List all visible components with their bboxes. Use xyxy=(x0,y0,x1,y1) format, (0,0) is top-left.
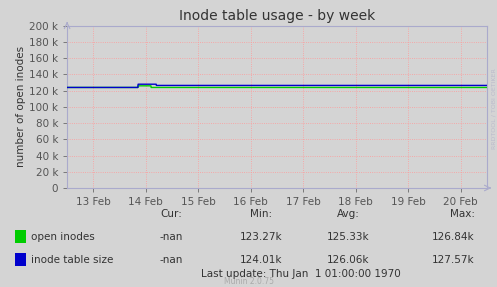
Text: Max:: Max: xyxy=(450,209,475,219)
Text: 123.27k: 123.27k xyxy=(240,232,282,242)
Text: 126.06k: 126.06k xyxy=(327,255,369,265)
Text: 127.57k: 127.57k xyxy=(432,255,475,265)
Text: inode table size: inode table size xyxy=(31,255,113,265)
Text: Cur:: Cur: xyxy=(161,209,182,219)
Text: -nan: -nan xyxy=(160,255,183,265)
Text: Avg:: Avg: xyxy=(336,209,359,219)
Text: -nan: -nan xyxy=(160,232,183,242)
Text: 124.01k: 124.01k xyxy=(240,255,282,265)
Text: 126.84k: 126.84k xyxy=(432,232,475,242)
Text: Last update: Thu Jan  1 01:00:00 1970: Last update: Thu Jan 1 01:00:00 1970 xyxy=(201,269,401,278)
Text: RRDTOOL / TOBI OETIKER: RRDTOOL / TOBI OETIKER xyxy=(491,69,496,150)
Text: 125.33k: 125.33k xyxy=(327,232,369,242)
Text: Min:: Min: xyxy=(250,209,272,219)
Text: open inodes: open inodes xyxy=(31,232,94,242)
Text: Munin 2.0.75: Munin 2.0.75 xyxy=(224,277,273,286)
Title: Inode table usage - by week: Inode table usage - by week xyxy=(179,9,375,23)
Y-axis label: number of open inodes: number of open inodes xyxy=(16,46,26,168)
